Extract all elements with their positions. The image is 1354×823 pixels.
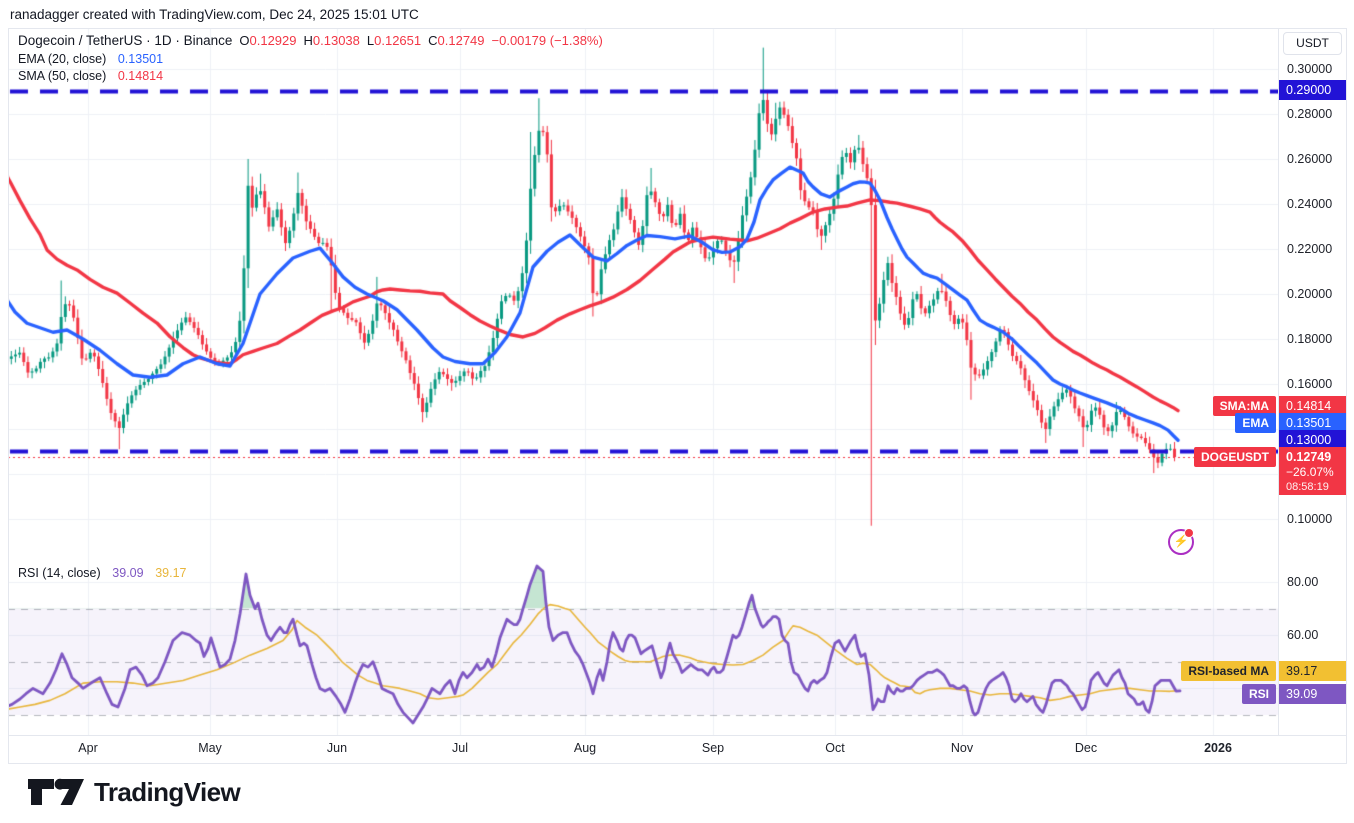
rsi-value: 39.09: [112, 566, 144, 580]
price-tick: 0.20000: [1287, 287, 1333, 301]
ema-badge: 0.13501: [1279, 413, 1347, 433]
price-tick: 0.10000: [1287, 512, 1333, 526]
symbol-badge-countdown: 08:58:19: [1286, 481, 1329, 493]
price-chart-canvas[interactable]: [8, 28, 1278, 556]
symbol-legend-row[interactable]: Dogecoin / TetherUS · 1D · Binance O0.129…: [18, 33, 603, 48]
time-label-Sep[interactable]: Sep: [701, 741, 725, 755]
ohlc-value: 0.13038: [312, 33, 360, 48]
ohlc-values: O0.12929 H0.13038 L0.12651 C0.12749: [232, 33, 484, 48]
time-label-Apr[interactable]: Apr: [78, 741, 98, 755]
upper-level-badge: 0.29000: [1279, 80, 1347, 100]
rsi-legend-row[interactable]: RSI (14, close) 39.09 39.17: [18, 565, 186, 580]
attribution-text: ranadagger created with TradingView.com,…: [10, 7, 419, 22]
price-tick: 0.24000: [1287, 197, 1333, 211]
axis-label-chip-rsi-badge: RSI: [1241, 684, 1276, 704]
price-tick: 60.00: [1287, 628, 1319, 642]
price-tick: 0.28000: [1287, 107, 1333, 121]
axis-label-chip-symbol-badge: DOGEUSDT: [1193, 447, 1276, 467]
sma-legend-row[interactable]: SMA (50, close) 0.14814: [18, 68, 163, 83]
time-label-Nov[interactable]: Nov: [950, 741, 974, 755]
tradingview-mark-icon: [28, 778, 84, 805]
axis-label-chip-ema-badge: EMA: [1235, 413, 1276, 433]
symbol-badge-price: 0.12749: [1286, 450, 1332, 464]
ema-value: 0.13501: [117, 52, 164, 66]
ohlc-key: H: [303, 33, 313, 48]
ohlc-key: L: [366, 33, 375, 48]
time-axis[interactable]: Apr May Jun Jul Aug Sep Oct Nov Dec 2026: [8, 735, 1346, 763]
price-axis[interactable]: 0.30000 0.28000 0.26000 0.24000 0.22000 0.200…: [1278, 28, 1347, 735]
price-tick: 0.22000: [1287, 242, 1333, 256]
price-tick: 0.30000: [1287, 62, 1333, 76]
ema-legend-row[interactable]: EMA (20, close) 0.13501: [18, 51, 163, 66]
time-label-Jul[interactable]: Jul: [452, 741, 468, 755]
ema-label[interactable]: EMA (20, close): [18, 52, 107, 66]
axis-label-chip-rsi-ma-badge: RSI-based MA: [1181, 661, 1276, 681]
rsi-ma-value: 39.17: [155, 566, 187, 580]
rsi-ma-badge: 39.17: [1279, 661, 1347, 681]
symbol-badge-change: −26.07%: [1286, 465, 1334, 479]
time-label-2026[interactable]: 2026: [1204, 741, 1232, 755]
price-tick: 0.26000: [1287, 152, 1333, 166]
ohlc-key: C: [428, 33, 438, 48]
time-label-Jun[interactable]: Jun: [326, 741, 348, 755]
time-label-Aug[interactable]: Aug: [573, 741, 597, 755]
sma-value: 0.14814: [117, 69, 164, 83]
notification-dot-icon: [1184, 528, 1194, 538]
symbol-meta: · 1D · Binance: [142, 33, 233, 48]
currency-toggle-button[interactable]: USDT: [1283, 32, 1342, 55]
sma-label[interactable]: SMA (50, close): [18, 69, 107, 83]
flash-icon[interactable]: ⚡: [1168, 528, 1194, 555]
time-label-Dec[interactable]: Dec: [1074, 741, 1098, 755]
time-label-May[interactable]: May: [198, 741, 222, 755]
tradingview-logo[interactable]: TradingView: [28, 772, 241, 812]
ohlc-value: 0.12749: [437, 33, 485, 48]
ohlc-key: O: [239, 33, 250, 48]
lower-level-badge: 0.13000: [1279, 430, 1347, 450]
rsi-badge: 39.09: [1279, 684, 1347, 704]
change-value: −0.00179 (−1.38%): [491, 33, 603, 48]
sma-badge: 0.14814: [1279, 396, 1347, 416]
symbol-title[interactable]: Dogecoin / TetherUS: [18, 33, 143, 48]
time-label-Oct[interactable]: Oct: [825, 741, 845, 755]
price-tick: 0.16000: [1287, 377, 1333, 391]
price-tick: 80.00: [1287, 575, 1319, 589]
axis-label-chip-sma-badge: SMA:MA: [1212, 396, 1276, 416]
symbol-badge: 0.12749 −26.07% 08:58:19: [1279, 447, 1347, 495]
ohlc-value: 0.12651: [374, 33, 422, 48]
rsi-chart-canvas[interactable]: [8, 556, 1278, 735]
rsi-label[interactable]: RSI (14, close): [18, 566, 101, 580]
brand-name: TradingView: [94, 776, 241, 807]
ohlc-value: 0.12929: [249, 33, 297, 48]
price-tick: 0.18000: [1287, 332, 1333, 346]
